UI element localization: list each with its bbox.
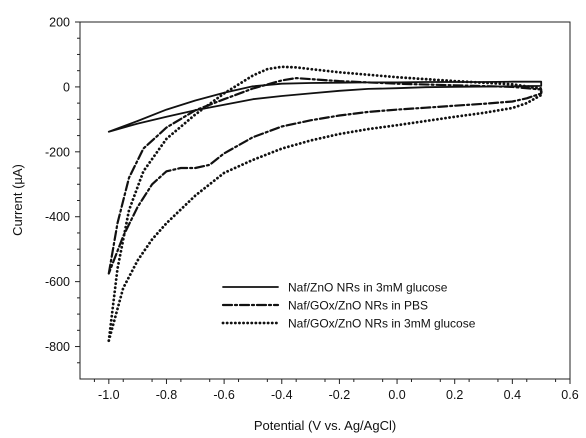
y-tick-label: -800 xyxy=(45,340,70,354)
y-tick-label: -200 xyxy=(45,145,70,159)
x-tick-label: 0.4 xyxy=(504,388,521,402)
plot-curves xyxy=(107,65,543,343)
series-2-line xyxy=(107,65,543,343)
y-axis-title: Current (µA) xyxy=(10,164,25,236)
x-tick-label: -0.4 xyxy=(271,388,293,402)
legend-label-1: Naf/GOx/ZnO NRs in PBS xyxy=(288,299,428,313)
x-tick-label: -0.2 xyxy=(329,388,351,402)
x-tick-label: 0.2 xyxy=(446,388,463,402)
x-tick-label: -1.0 xyxy=(98,388,120,402)
x-tick-label: -0.8 xyxy=(156,388,178,402)
y-tick-label: 200 xyxy=(49,16,70,30)
y-axis: 200 0 -200 -400 -600 -800 xyxy=(45,16,80,364)
y-tick-label: 0 xyxy=(63,80,70,94)
legend-label-2: Naf/GOx/ZnO NRs in 3mM glucose xyxy=(288,317,476,331)
x-axis-title: Potential (V vs. Ag/AgCl) xyxy=(254,418,396,433)
x-tick-label: 0.6 xyxy=(561,388,578,402)
legend-label-0: Naf/ZnO NRs in 3mM glucose xyxy=(288,281,448,295)
y-tick-label: -600 xyxy=(45,275,70,289)
series-0-line xyxy=(107,80,543,133)
x-tick-label: -0.6 xyxy=(213,388,235,402)
legend: Naf/ZnO NRs in 3mM glucose Naf/GOx/ZnO NR… xyxy=(221,281,476,331)
y-tick-label: -400 xyxy=(45,210,70,224)
x-tick-label: 0.0 xyxy=(388,388,405,402)
x-axis: -1.0 -0.8 -0.6 -0.4 -0.2 0.0 0.2 0.4 0.6 xyxy=(93,379,579,402)
series-1-line xyxy=(107,77,543,275)
